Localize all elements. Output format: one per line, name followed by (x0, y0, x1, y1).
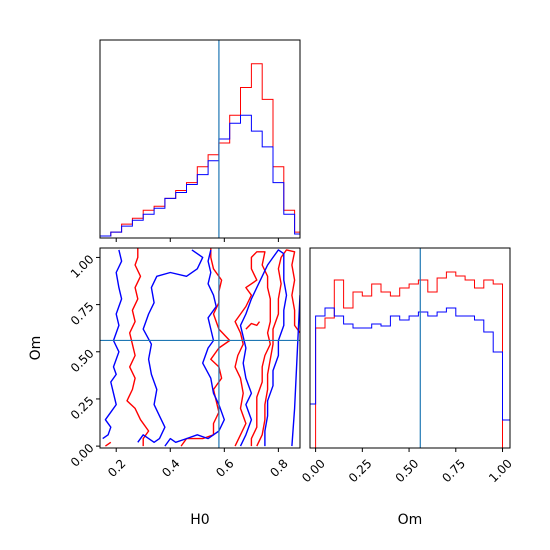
contour-series-2-line-3 (239, 249, 288, 447)
contour-series-1-line-3 (256, 249, 300, 447)
x-axis-label: Om (398, 512, 423, 528)
contour-series-1-line-4 (126, 248, 150, 447)
contour-series-2-line-4 (291, 295, 300, 447)
contour-series-2-line-1 (102, 249, 123, 440)
x-axis-label: H0 (190, 512, 209, 528)
axes-frame (99, 39, 301, 239)
contour-series-1-line-6 (104, 441, 112, 447)
contour-series-1-line-1 (180, 248, 231, 447)
hist-series-2 (310, 307, 510, 421)
axes-frame (309, 247, 511, 449)
panel-hist-H0 (99, 39, 301, 242)
axes-frame (99, 247, 301, 449)
contour-series-2-line-2 (164, 249, 225, 447)
contour-series-2-line-5 (137, 249, 204, 443)
contour-series-1-line-5 (245, 321, 261, 330)
contour-series-1-line-2 (234, 251, 271, 447)
y-axis-label: Om (28, 336, 44, 361)
hist-series-2 (100, 114, 300, 238)
hist-series-1 (310, 271, 510, 448)
